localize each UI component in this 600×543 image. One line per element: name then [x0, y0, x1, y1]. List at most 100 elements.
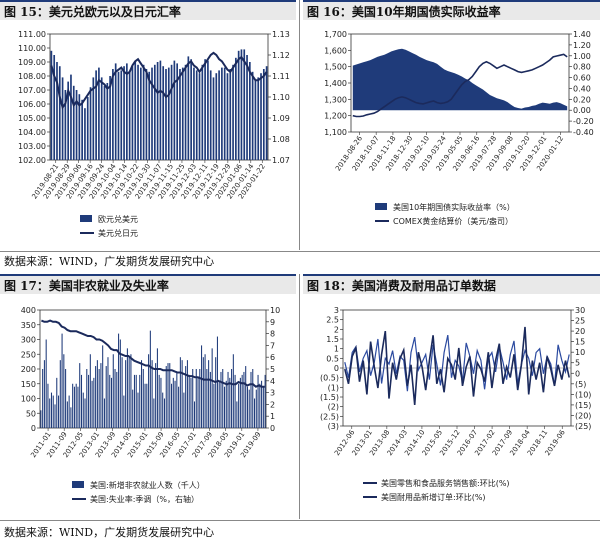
bar	[93, 377, 95, 428]
bar	[216, 336, 218, 428]
right-tick-label: 2	[270, 400, 275, 409]
bar	[153, 398, 155, 428]
bar	[92, 77, 95, 160]
bar	[75, 383, 77, 428]
bar	[259, 383, 261, 428]
bar	[185, 366, 187, 428]
left-tick-label: 1,200	[324, 112, 347, 121]
right-tick-label: 9	[270, 318, 275, 327]
right-tick-label: 5	[270, 365, 275, 374]
left-tick-label: 1,700	[324, 30, 347, 39]
right-tick-label: 3	[270, 389, 275, 398]
bar	[73, 386, 75, 428]
bar	[235, 57, 237, 160]
bar	[72, 383, 74, 428]
bar	[167, 67, 170, 160]
vertical-divider-bottom	[299, 274, 300, 519]
bar	[213, 383, 215, 428]
bar	[42, 369, 44, 428]
left-tick-label: 3	[334, 306, 339, 315]
bar	[151, 67, 153, 160]
bar	[68, 395, 70, 428]
bar	[223, 386, 226, 428]
bar	[237, 50, 240, 160]
left-tick-label: 1	[334, 345, 339, 354]
bar	[193, 401, 196, 428]
left-tick-label: 1,500	[324, 63, 347, 72]
right-tick-label: 1.13	[272, 30, 290, 39]
horizontal-divider-bottom	[0, 520, 600, 521]
bar	[84, 398, 86, 428]
source-note-top: 数据来源：WIND，广发期货发展研究中心	[4, 255, 215, 268]
bar	[43, 360, 45, 428]
bar	[236, 401, 238, 428]
bar	[131, 66, 134, 160]
bar	[52, 395, 54, 428]
left-tick-label: 108.00	[18, 72, 46, 81]
legend-swatch-bar	[80, 215, 92, 222]
bar	[159, 60, 162, 160]
left-tick-label: 1,600	[324, 46, 347, 55]
bar	[78, 94, 81, 160]
bar	[142, 369, 144, 428]
bar	[253, 398, 256, 428]
bar	[218, 380, 220, 428]
left-tick-label: (1)	[328, 383, 339, 392]
bar	[47, 383, 49, 428]
bar	[107, 357, 109, 428]
bar	[61, 333, 63, 428]
bar	[234, 374, 236, 428]
left-tick-label: 106.00	[18, 100, 46, 109]
bar	[172, 377, 174, 428]
bar	[239, 377, 241, 428]
bar	[201, 345, 203, 428]
legend-label: 美元兑日元	[98, 228, 138, 238]
bar	[204, 59, 206, 161]
bar	[167, 363, 169, 428]
right-tick-label: 25	[575, 317, 585, 326]
bar	[112, 69, 114, 160]
left-tick-label: 2.5	[326, 316, 339, 325]
bar	[195, 369, 197, 428]
right-tick-label: 10	[575, 348, 585, 357]
bar	[54, 404, 56, 428]
bar	[212, 77, 215, 160]
bar	[98, 369, 100, 428]
bar	[163, 398, 166, 428]
bar	[137, 392, 139, 428]
bar	[211, 348, 213, 428]
bar	[250, 371, 252, 428]
bar	[86, 369, 88, 428]
bar	[261, 380, 263, 428]
bar	[119, 339, 121, 428]
right-tick-label: 1.40	[573, 30, 591, 39]
bar	[112, 354, 114, 428]
bar	[149, 330, 151, 428]
bar	[209, 371, 211, 428]
right-tick-label: 7	[270, 341, 275, 350]
bar	[75, 90, 78, 160]
bar	[156, 348, 158, 428]
bar	[245, 366, 247, 428]
bar	[118, 333, 120, 428]
bar	[176, 63, 179, 160]
bar	[264, 374, 266, 428]
bar	[193, 67, 195, 160]
bar	[135, 374, 137, 428]
bar	[148, 71, 151, 160]
left-tick-label: 0	[334, 364, 339, 373]
bar	[220, 371, 222, 428]
bar	[199, 369, 201, 428]
bar	[100, 363, 102, 428]
bar	[260, 73, 262, 160]
right-tick-label: (10)	[575, 390, 591, 399]
legend-label: 美国耐用品新增订单:环比(%)	[381, 492, 486, 502]
bar	[257, 374, 259, 428]
bar	[192, 369, 194, 428]
bar	[156, 62, 159, 160]
bar	[246, 386, 248, 428]
bar	[64, 90, 67, 160]
legend-label: 美国10年期国债实际收益率（%）	[393, 202, 515, 212]
bar	[195, 70, 198, 160]
right-tick-label: 5	[575, 359, 580, 368]
